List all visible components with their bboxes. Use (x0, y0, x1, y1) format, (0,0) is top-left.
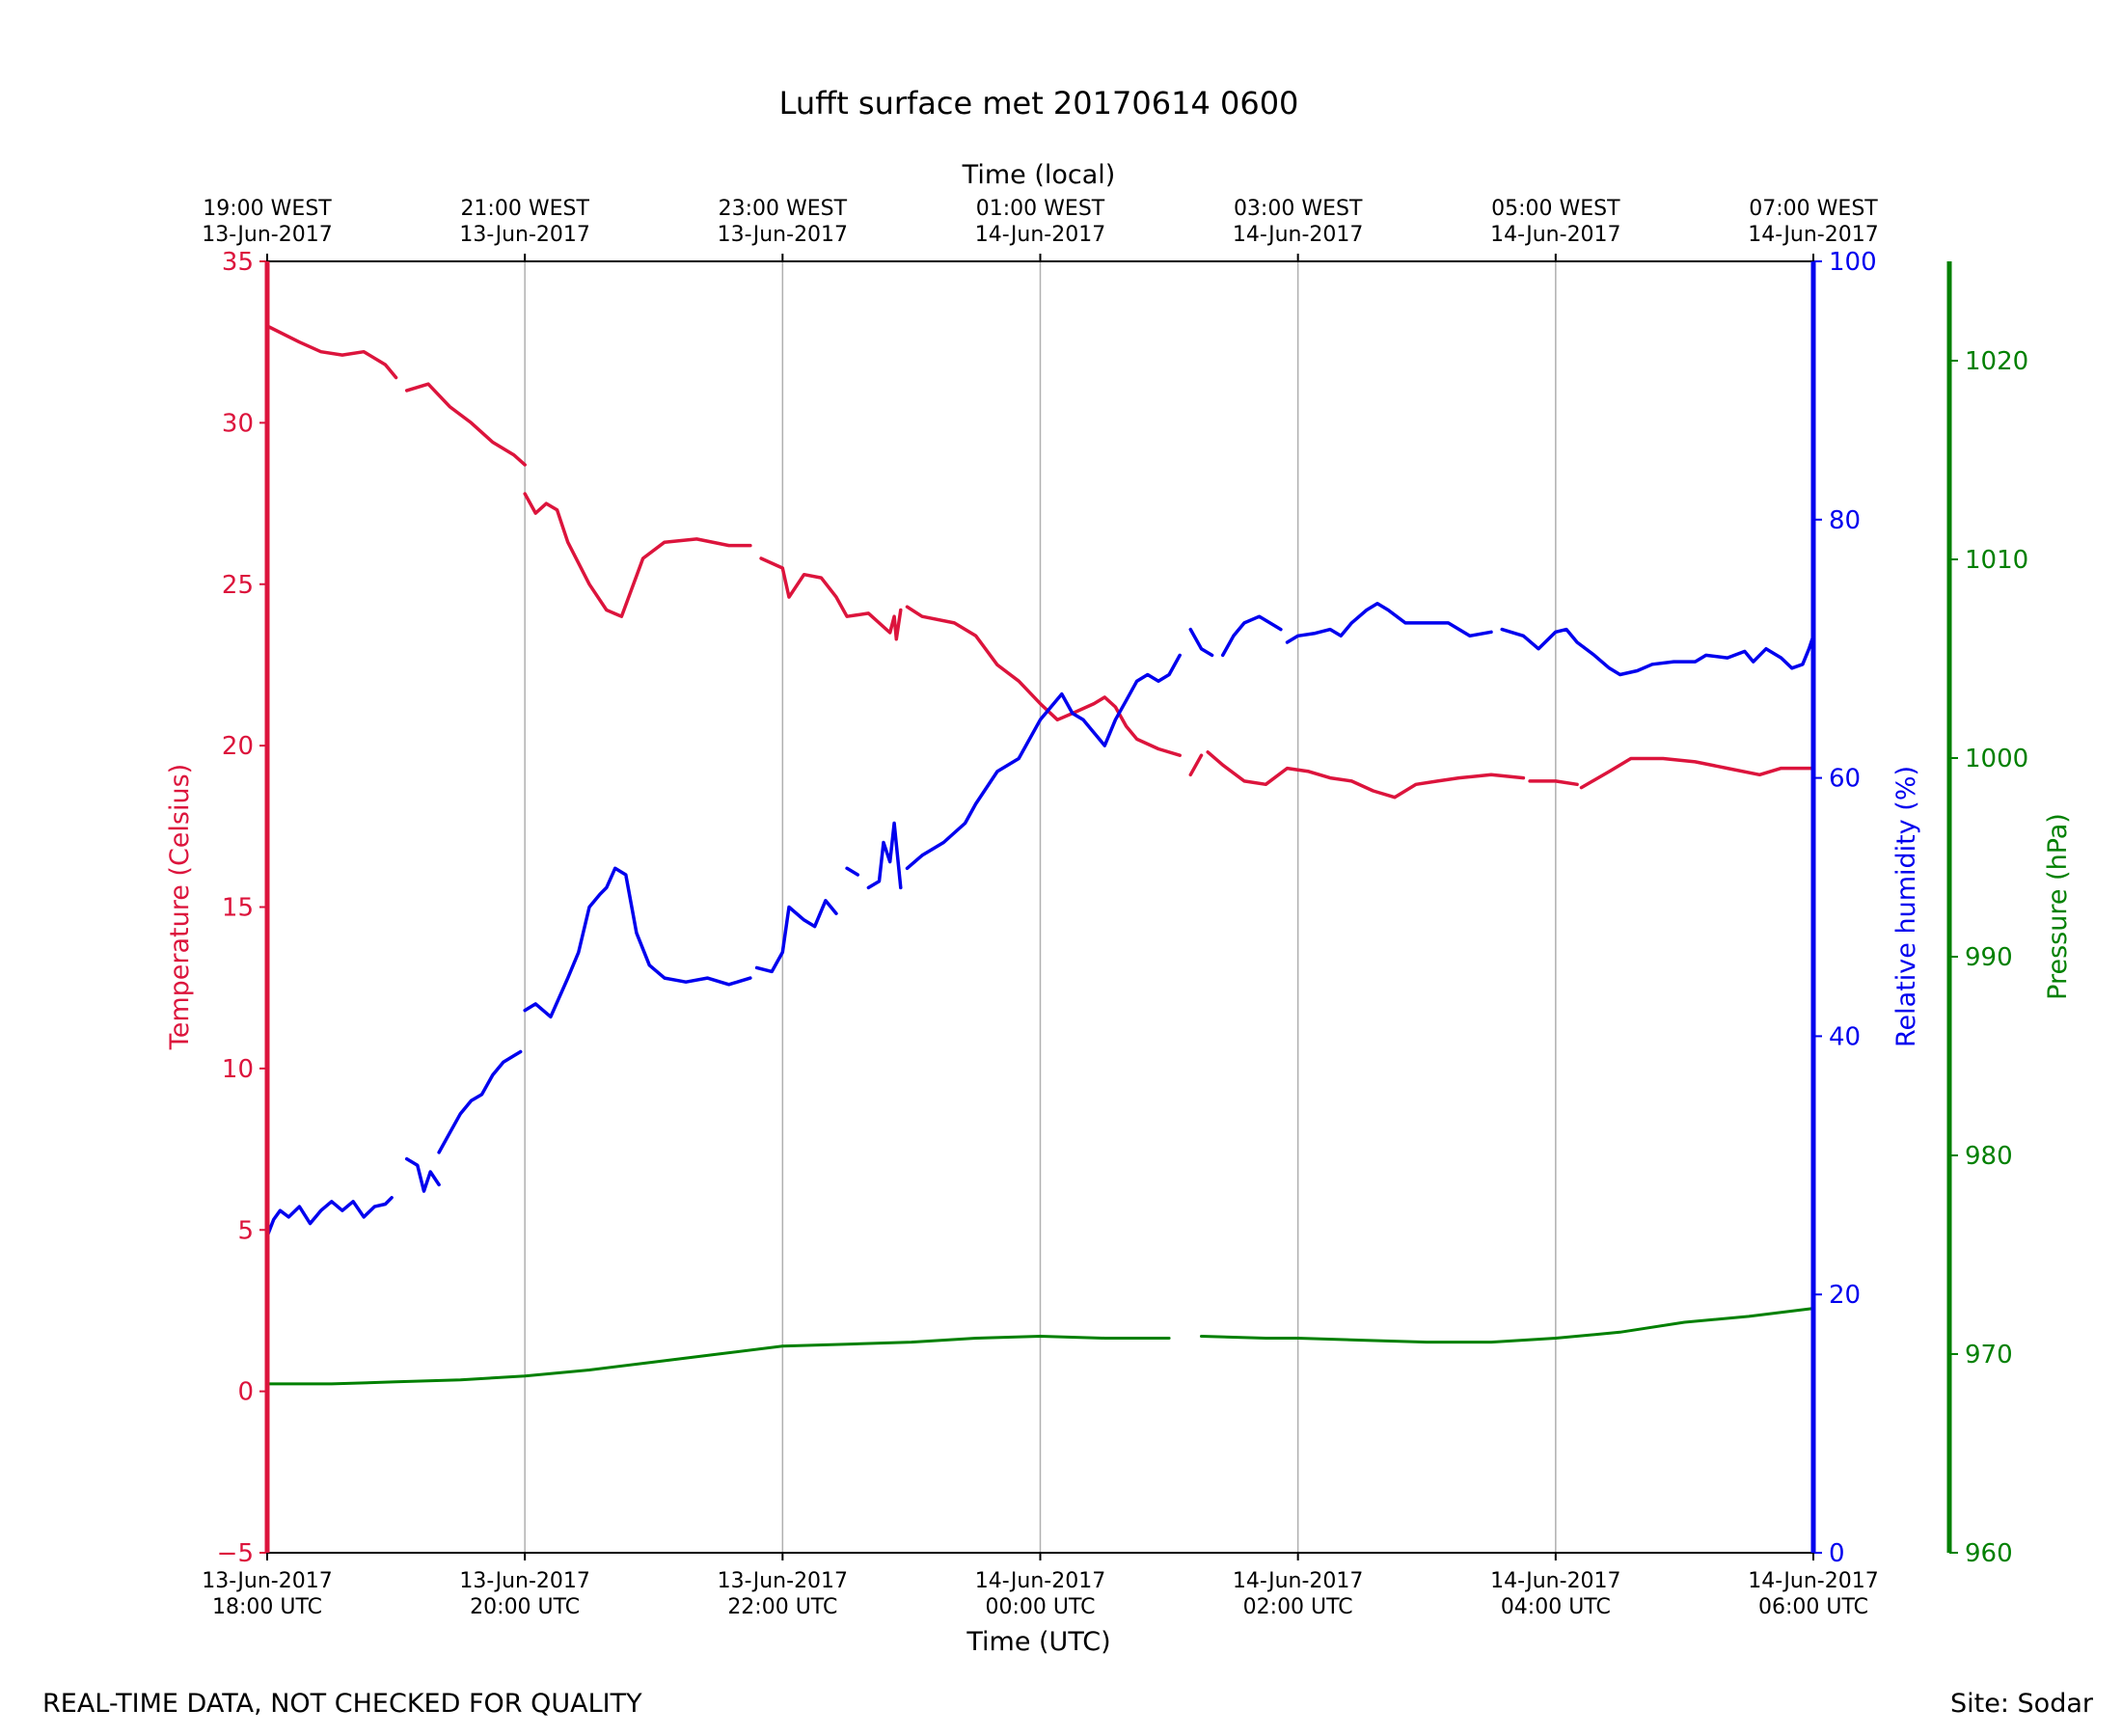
pressure-tick-label: 960 (1965, 1539, 2013, 1568)
x-tick-label-time: 22:00 UTC (727, 1595, 837, 1619)
pressure-series (265, 1307, 1815, 1386)
top-x-tick-label-time: 01:00 WEST (976, 197, 1105, 221)
pressure-tick-label: 970 (1965, 1341, 2013, 1370)
pressure-tick-label: 1020 (1965, 347, 2028, 376)
x-tick-label-date: 14-Jun-2017 (1490, 1569, 1620, 1593)
top-axis-label: Time (local) (962, 160, 1116, 190)
x-tick-label-time: 20:00 UTC (470, 1595, 580, 1619)
top-x-tick-label-date: 14-Jun-2017 (1748, 223, 1878, 247)
humidity-tick-label: 40 (1829, 1022, 1861, 1051)
x-tick-label-date: 14-Jun-2017 (975, 1569, 1105, 1593)
temperature-tick-label: 30 (222, 409, 254, 438)
humidity-tick-label: 20 (1829, 1281, 1861, 1310)
axes: −5 0 5 10 15 20 25 30 35 0 20 40 60 80 100 960 970 980 990… (202, 197, 2028, 1619)
x-tick-label-time: 02:00 UTC (1243, 1595, 1353, 1619)
x-tick-label-date: 14-Jun-2017 (1233, 1569, 1363, 1593)
top-x-tick-label-date: 13-Jun-2017 (202, 223, 332, 247)
top-x-tick-label-time: 23:00 WEST (719, 197, 848, 221)
pressure-tick-label: 990 (1965, 943, 2013, 972)
top-x-tick-label-date: 14-Jun-2017 (975, 223, 1105, 247)
top-x-tick-label-time: 19:00 WEST (203, 197, 332, 221)
top-x-tick-label-date: 14-Jun-2017 (1233, 223, 1363, 247)
x-tick-label-date: 13-Jun-2017 (718, 1569, 848, 1593)
temperature-series (265, 324, 1815, 800)
temperature-tick-label: 25 (222, 571, 254, 600)
x-tick-label-date: 14-Jun-2017 (1748, 1569, 1878, 1593)
footer-site: Site: Sodar (1950, 1689, 2094, 1719)
pressure-tick-label: 1000 (1965, 745, 2028, 773)
temperature-tick-label: 15 (222, 894, 254, 923)
temperature-axis-label: Temperature (Celsius) (165, 764, 195, 1050)
x-tick-label-time: 18:00 UTC (212, 1595, 322, 1619)
humidity-axis-label: Relative humidity (%) (1891, 766, 1921, 1047)
top-x-tick-label-date: 13-Jun-2017 (718, 223, 848, 247)
temperature-tick-label: 10 (222, 1055, 254, 1084)
x-tick-label-time: 06:00 UTC (1758, 1595, 1868, 1619)
pressure-tick-label: 980 (1965, 1142, 2013, 1171)
humidity-tick-label: 80 (1829, 506, 1861, 535)
pressure-axis-label: Pressure (hPa) (2043, 813, 2073, 1000)
x-tick-label-time: 00:00 UTC (985, 1595, 1095, 1619)
series-lines (265, 324, 1815, 1386)
top-x-tick-label-time: 03:00 WEST (1234, 197, 1363, 221)
x-tick-label-date: 13-Jun-2017 (459, 1569, 589, 1593)
x-axis-label: Time (UTC) (966, 1627, 1110, 1657)
top-x-tick-label-time: 05:00 WEST (1491, 197, 1620, 221)
chart-title: Lufft surface met 20170614 0600 (779, 85, 1299, 122)
top-x-tick-label-date: 13-Jun-2017 (459, 223, 589, 247)
top-x-tick-label-time: 07:00 WEST (1749, 197, 1878, 221)
humidity-series (265, 602, 1815, 1238)
humidity-tick-label: 0 (1829, 1539, 1845, 1568)
temperature-tick-label: 0 (237, 1378, 254, 1407)
humidity-tick-label: 100 (1829, 248, 1877, 277)
x-tick-label-time: 04:00 UTC (1501, 1595, 1611, 1619)
top-x-tick-label-time: 21:00 WEST (460, 197, 589, 221)
temperature-tick-label: 35 (222, 248, 254, 277)
footer-note: REAL-TIME DATA, NOT CHECKED FOR QUALITY (42, 1689, 642, 1719)
temperature-tick-label: 20 (222, 732, 254, 761)
temperature-tick-label: 5 (237, 1216, 254, 1245)
top-x-tick-label-date: 14-Jun-2017 (1490, 223, 1620, 247)
temperature-tick-label: −5 (217, 1539, 254, 1568)
humidity-tick-label: 60 (1829, 765, 1861, 794)
pressure-tick-label: 1010 (1965, 546, 2028, 575)
x-tick-label-date: 13-Jun-2017 (202, 1569, 332, 1593)
